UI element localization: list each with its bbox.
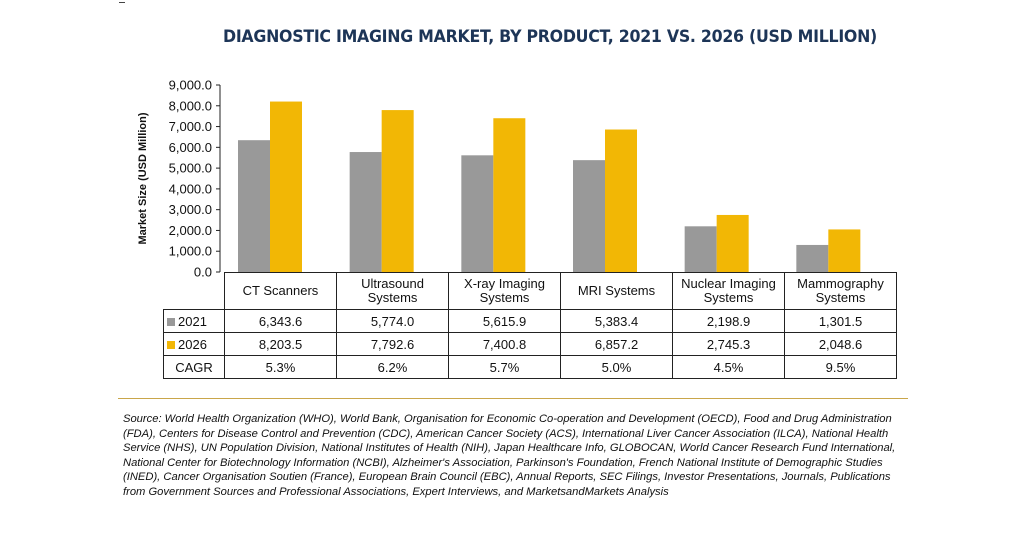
value-2021-1: 6,343.6: [224, 309, 337, 333]
bar-2026-4: [605, 129, 637, 272]
y-tick-label: 1,000.0: [169, 244, 212, 259]
bar-2021-2: [349, 152, 382, 272]
category-label-5: Nuclear Imaging Systems: [672, 272, 785, 310]
swatch-2021: [167, 317, 175, 326]
value-2021-2: 5,774.0: [336, 309, 449, 333]
cagr-value-2: 6.2%: [336, 355, 449, 379]
chart-title: DIAGNOSTIC IMAGING MARKET, BY PRODUCT, 2…: [222, 27, 877, 47]
category-text: Mammography Systems: [797, 276, 884, 305]
y-tick-label: 9,000.0: [169, 78, 212, 93]
bar-2021-4: [573, 160, 605, 272]
bar-2026-5: [716, 214, 749, 272]
bar-2021-6: [796, 244, 829, 272]
value-2026-1: 8,203.5: [224, 332, 337, 356]
category-text: Ultrasound Systems: [361, 276, 424, 305]
value-2026-6: 2,048.6: [784, 332, 897, 356]
bar-2021-3: [461, 155, 494, 272]
bar-2026-2: [381, 110, 414, 272]
value-2026-3: 7,400.8: [448, 332, 561, 356]
value-2026-4: 6,857.2: [560, 332, 673, 356]
series-row-2026: 2026 8,203.5 7,792.6 7,400.8 6,857.2 2,745.3…: [163, 332, 897, 356]
series-legend-2021: 2021: [163, 309, 225, 333]
cagr-value-3: 5.7%: [448, 355, 561, 379]
category-label-4: MRI Systems: [560, 272, 673, 310]
category-label-6: Mammography Systems: [784, 272, 897, 310]
category-text: Nuclear Imaging Systems: [681, 276, 776, 305]
category-text: MRI Systems: [577, 283, 656, 298]
chart-axes: 9,000.0 8,000.0 7,000.0 6,000.0 5,000.0 4,000…: [137, 78, 221, 280]
y-tick-label: 3,000.0: [169, 202, 212, 217]
y-tick-label: 8,000.0: [169, 98, 212, 113]
y-tick-label: 4,000.0: [169, 181, 212, 196]
bar-2026-1: [270, 101, 302, 272]
value-2021-3: 5,615.9: [448, 309, 561, 333]
corner-mark: [119, 2, 125, 3]
cagr-value-6: 9.5%: [784, 355, 897, 379]
chart-bars: [238, 101, 861, 273]
y-axis-title: Market Size (USD Million): [137, 112, 149, 244]
value-2021-5: 2,198.9: [672, 309, 785, 333]
series-row-2021: 2021 6,343.6 5,774.0 5,615.9 5,383.4 2,198.9…: [163, 309, 897, 333]
y-tick-label: 2,000.0: [169, 223, 212, 238]
category-label-2: Ultrasound Systems: [336, 272, 449, 310]
divider: [118, 398, 908, 399]
y-tick-label: 7,000.0: [169, 119, 212, 134]
category-label-1: CT Scanners: [224, 272, 337, 310]
cagr-value-1: 5.3%: [224, 355, 337, 379]
bar-2021-5: [684, 226, 717, 272]
value-2026-2: 7,792.6: [336, 332, 449, 356]
value-2021-4: 5,383.4: [560, 309, 673, 333]
value-2026-5: 2,745.3: [672, 332, 785, 356]
cagr-label: CAGR: [163, 355, 225, 379]
value-2021-6: 1,301.5: [784, 309, 897, 333]
cagr-value-4: 5.0%: [560, 355, 673, 379]
category-row: CT Scanners Ultrasound Systems X-ray Imagi…: [163, 272, 897, 310]
bar-2026-3: [493, 118, 526, 273]
y-tick-label: 5,000.0: [169, 161, 212, 176]
y-tick-label: 6,000.0: [169, 140, 212, 155]
data-table: CT Scanners Ultrasound Systems X-ray Imagi…: [163, 272, 897, 379]
category-text: X-ray Imaging Systems: [464, 276, 545, 305]
bar-2021-1: [238, 140, 270, 272]
swatch-2026: [167, 340, 175, 349]
source-note: Source: World Health Organization (WHO),…: [123, 413, 896, 498]
cagr-row: CAGR 5.3% 6.2% 5.7% 5.0% 4.5% 9.5%: [163, 355, 897, 379]
series-legend-2026: 2026: [163, 332, 225, 356]
table-corner-cell: [163, 272, 225, 310]
bar-2026-6: [828, 229, 861, 272]
category-text: CT Scanners: [242, 283, 319, 298]
category-label-3: X-ray Imaging Systems: [448, 272, 561, 310]
cagr-value-5: 4.5%: [672, 355, 785, 379]
